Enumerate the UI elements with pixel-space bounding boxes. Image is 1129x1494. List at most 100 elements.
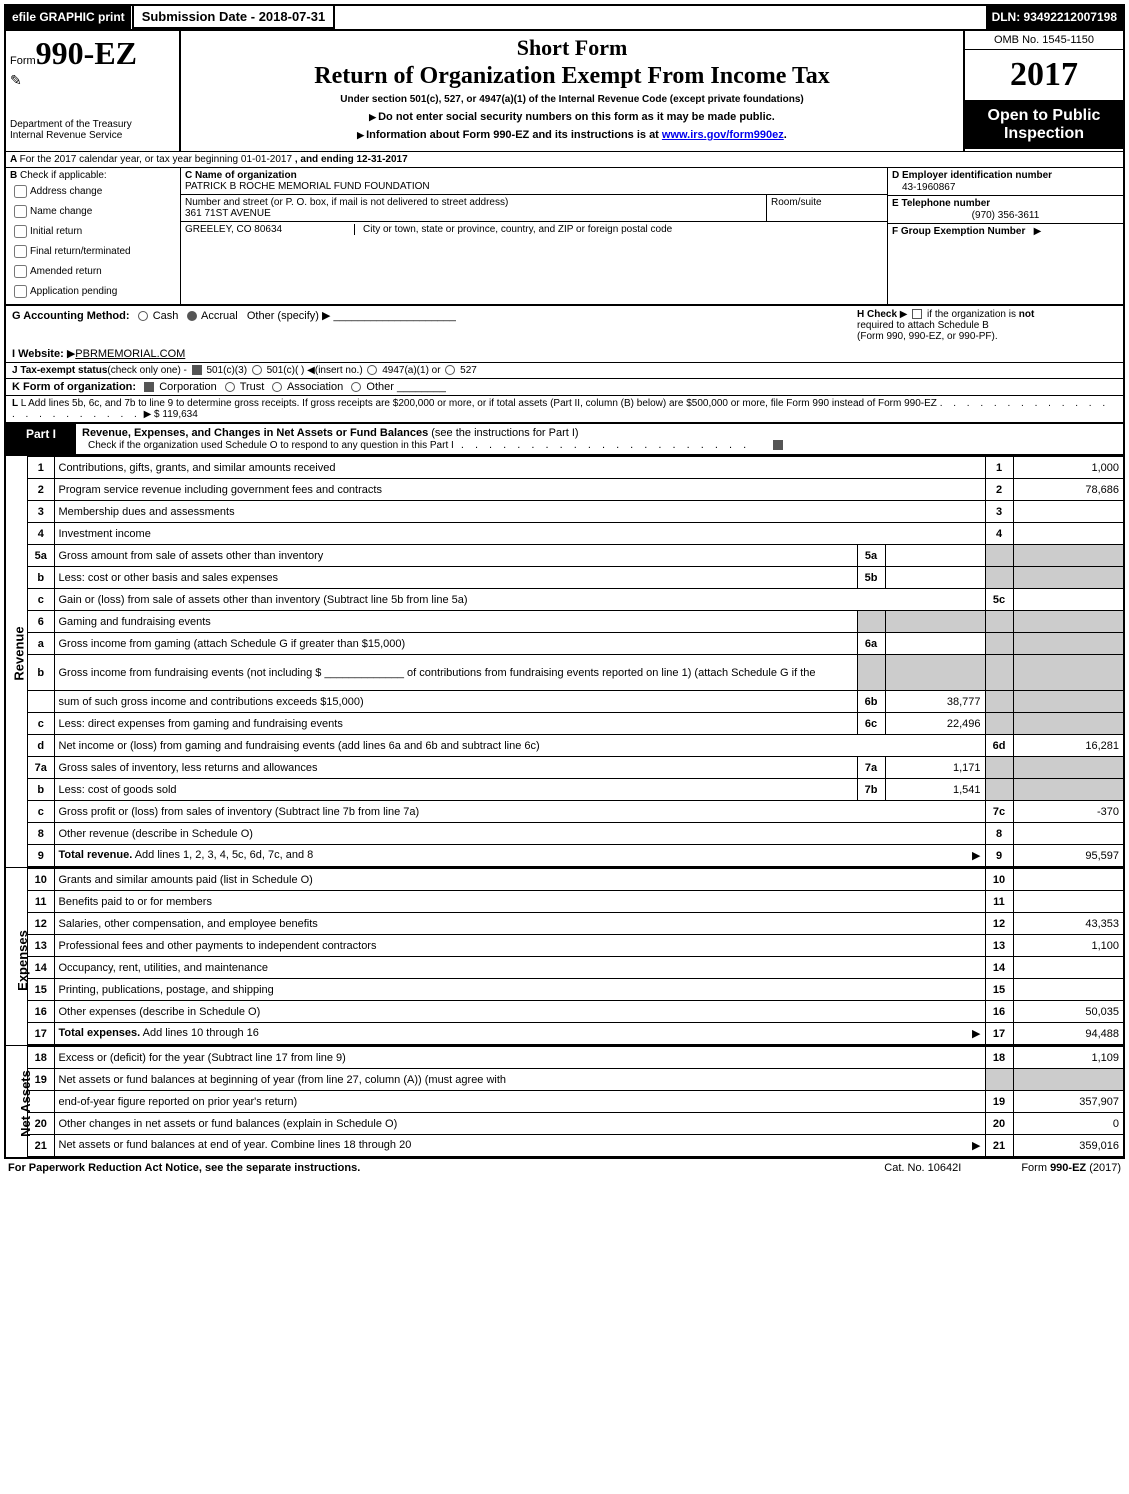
sub-line-value (885, 567, 985, 589)
line-number: 4 (28, 523, 54, 545)
line-number: c (28, 801, 54, 823)
table-row: cLess: direct expenses from gaming and f… (28, 713, 1123, 735)
street-address: 361 71ST AVENUE (185, 208, 271, 219)
line-description: Total expenses. Add lines 10 through 16 … (54, 1023, 985, 1045)
main-line-number: 19 (985, 1091, 1013, 1113)
main-line-number: 20 (985, 1113, 1013, 1135)
radio-other-org[interactable] (351, 382, 361, 392)
sub-line-value (885, 655, 985, 691)
main-line-value: 1,109 (1013, 1047, 1123, 1069)
section-bcd-row: B Check if applicable: Address change Na… (6, 167, 1123, 304)
line-description: Gross sales of inventory, less returns a… (54, 757, 857, 779)
line-description: Gross income from gaming (attach Schedul… (54, 633, 857, 655)
part-1-header: Part I Revenue, Expenses, and Changes in… (6, 422, 1123, 455)
table-row: 4Investment income4 (28, 523, 1123, 545)
cb-initial-return[interactable]: Initial return (10, 222, 176, 241)
line-number: d (28, 735, 54, 757)
box-b: B Check if applicable: Address change Na… (6, 168, 181, 304)
revenue-section: Revenue 1Contributions, gifts, grants, a… (6, 455, 1123, 867)
main-line-value (1013, 823, 1123, 845)
line-number: 15 (28, 979, 54, 1001)
table-row: 12Salaries, other compensation, and empl… (28, 913, 1123, 935)
efile-print-button[interactable]: efile GRAPHIC print (6, 6, 132, 29)
table-row: 20Other changes in net assets or fund ba… (28, 1113, 1123, 1135)
main-line-number (985, 545, 1013, 567)
main-line-number: 15 (985, 979, 1013, 1001)
cb-name-change[interactable]: Name change (10, 202, 176, 221)
table-row: dNet income or (loss) from gaming and fu… (28, 735, 1123, 757)
line-description: sum of such gross income and contributio… (54, 691, 857, 713)
table-row: 15Printing, publications, postage, and s… (28, 979, 1123, 1001)
line-description: Excess or (deficit) for the year (Subtra… (54, 1047, 985, 1069)
sub-line-value (885, 611, 985, 633)
table-row: 19Net assets or fund balances at beginni… (28, 1069, 1123, 1091)
main-line-number: 12 (985, 913, 1013, 935)
tax-year: 2017 (965, 50, 1123, 101)
main-line-number: 2 (985, 479, 1013, 501)
instructions-link[interactable]: www.irs.gov/form990ez (662, 129, 784, 141)
cb-schedule-o[interactable] (773, 440, 783, 450)
dept-treasury: Department of the Treasury Internal Reve… (10, 119, 175, 141)
main-line-number: 8 (985, 823, 1013, 845)
cb-application-pending[interactable]: Application pending (10, 282, 176, 301)
main-line-value: 0 (1013, 1113, 1123, 1135)
instruction-1: Do not enter social security numbers on … (189, 111, 955, 123)
line-h: H Check ▶ if the organization is not req… (857, 309, 1117, 342)
table-row: 13Professional fees and other payments t… (28, 935, 1123, 957)
radio-4947[interactable] (367, 365, 377, 375)
open-to-public: Open to Public Inspection (965, 101, 1123, 149)
line-number: 12 (28, 913, 54, 935)
cb-amended-return[interactable]: Amended return (10, 262, 176, 281)
net-assets-table: 18Excess or (deficit) for the year (Subt… (28, 1046, 1123, 1157)
radio-association[interactable] (272, 382, 282, 392)
line-number: a (28, 633, 54, 655)
cb-501c3[interactable] (192, 365, 202, 375)
main-line-number: 1 (985, 457, 1013, 479)
radio-501c[interactable] (252, 365, 262, 375)
radio-accrual[interactable] (187, 311, 197, 321)
line-description: end-of-year figure reported on prior yea… (54, 1091, 985, 1113)
line-description: Less: cost or other basis and sales expe… (54, 567, 857, 589)
main-line-value (1013, 633, 1123, 655)
cb-corporation[interactable] (144, 382, 154, 392)
sub-line-value: 1,541 (885, 779, 985, 801)
radio-527[interactable] (445, 365, 455, 375)
radio-trust[interactable] (225, 382, 235, 392)
radio-cash[interactable] (138, 311, 148, 321)
sub-line-number: 7b (857, 779, 885, 801)
gross-receipts: $ 119,634 (154, 409, 198, 420)
cb-final-return[interactable]: Final return/terminated (10, 242, 176, 261)
main-line-value (1013, 779, 1123, 801)
main-line-value (1013, 545, 1123, 567)
line-description: Gaming and fundraising events (54, 611, 857, 633)
main-line-value: 50,035 (1013, 1001, 1123, 1023)
line-description: Net assets or fund balances at end of ye… (54, 1135, 985, 1157)
line-number: 3 (28, 501, 54, 523)
main-line-number: 14 (985, 957, 1013, 979)
table-row: bLess: cost of goods sold7b1,541 (28, 779, 1123, 801)
omb-number: OMB No. 1545-1150 (965, 31, 1123, 50)
table-row: 14Occupancy, rent, utilities, and mainte… (28, 957, 1123, 979)
main-line-number: 11 (985, 891, 1013, 913)
instruction-2: Information about Form 990-EZ and its in… (189, 129, 955, 141)
revenue-table: 1Contributions, gifts, grants, and simil… (28, 456, 1123, 867)
cb-address-change[interactable]: Address change (10, 182, 176, 201)
line-description: Other expenses (describe in Schedule O) (54, 1001, 985, 1023)
line-description: Printing, publications, postage, and shi… (54, 979, 985, 1001)
main-line-value (1013, 713, 1123, 735)
main-line-number: 17 (985, 1023, 1013, 1045)
line-number: 8 (28, 823, 54, 845)
footer: For Paperwork Reduction Act Notice, see … (4, 1159, 1125, 1174)
cb-schedule-b[interactable] (912, 309, 922, 319)
expenses-section: Expenses 10Grants and similar amounts pa… (6, 867, 1123, 1045)
main-line-number: 21 (985, 1135, 1013, 1157)
main-line-number (985, 611, 1013, 633)
main-line-value (1013, 655, 1123, 691)
line-number: c (28, 589, 54, 611)
org-name-field: C Name of organization PATRICK B ROCHE M… (181, 168, 887, 195)
table-row: 18Excess or (deficit) for the year (Subt… (28, 1047, 1123, 1069)
line-description: Salaries, other compensation, and employ… (54, 913, 985, 935)
main-line-value: 1,000 (1013, 457, 1123, 479)
main-line-number: 4 (985, 523, 1013, 545)
net-assets-section: Net Assets 18Excess or (deficit) for the… (6, 1045, 1123, 1157)
